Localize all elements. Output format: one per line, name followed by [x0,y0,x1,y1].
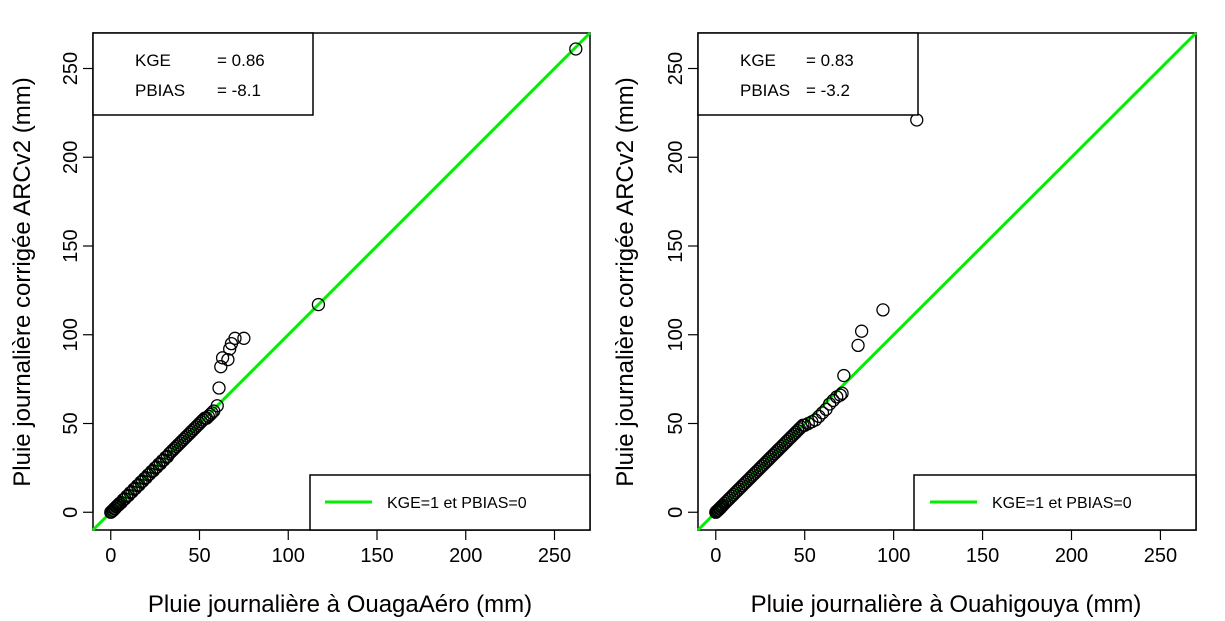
y-tick-label: 0 [665,507,687,518]
data-point [311,297,326,312]
x-tick-label: 50 [188,545,210,567]
data-point [851,338,865,353]
x-tick-label: 100 [877,545,910,567]
data-point [910,113,924,127]
y-tick-label: 250 [665,52,687,85]
legend: KGE=1 et PBIAS=0 [309,474,591,531]
data-point [223,342,237,356]
pbias-label: PBIAS [135,81,185,100]
data-point [837,368,851,383]
legend-label: KGE=1 et PBIAS=0 [387,495,527,512]
y-tick-label: 0 [60,507,82,518]
x-tick-label: 150 [966,545,999,567]
stats-box: KGE = 0.83 PBIAS = -3.2 [697,32,919,116]
kge-value: = 0.83 [806,51,854,70]
x-axis-label: Pluie journalière à OuagaAéro (mm) [148,591,532,618]
data-point [808,413,823,427]
x-axis-label: Pluie journalière à Ouahigouya (mm) [751,591,1142,618]
x-tick-label: 200 [449,545,482,567]
legend-label: KGE=1 et PBIAS=0 [992,495,1132,512]
y-tick-label: 200 [665,141,687,174]
x-tick-label: 250 [538,545,571,567]
data-point [876,303,890,317]
data-point [221,352,235,367]
x-tick-label: 0 [710,545,721,567]
x-tick-label: 0 [105,545,116,567]
kge-value: = 0.86 [217,51,265,70]
y-tick-label: 100 [665,318,687,351]
data-point [812,409,826,424]
data-point [835,386,849,400]
y-tick-label: 50 [60,412,82,434]
x-tick-label: 150 [360,545,393,567]
x-tick-label: 200 [1055,545,1088,567]
data-point [215,351,230,365]
chart-panel-ouahigouya: 0 50 100 150 200 250 0 50 100 150 200 250 KGE = 0.… [612,31,1198,618]
y-axis-label: Pluie journalière corrigée ARCv2 (mm) [9,77,36,486]
pbias-value: = -3.2 [806,81,850,100]
data-point [815,406,830,420]
pbias-label: PBIAS [740,81,790,100]
data-point [212,381,226,395]
stats-box: KGE = 0.86 PBIAS = -8.1 [92,32,314,116]
data-point [228,331,242,345]
y-tick-label: 100 [60,318,82,351]
chart-panel-ouagaaero: 0 50 100 150 200 250 0 50 100 150 200 250 KGE = 0.… [9,31,592,618]
x-tick-label: 50 [794,545,816,567]
data-point [203,407,217,422]
legend: KGE=1 et PBIAS=0 [913,474,1197,531]
y-tick-label: 50 [665,412,687,434]
x-tick-label: 100 [272,545,305,567]
data-point [822,397,837,411]
x-tick-label: 250 [1144,545,1177,567]
data-point [210,399,224,413]
kge-label: KGE [740,51,776,70]
y-tick-label: 150 [60,229,82,262]
data-point [214,360,228,374]
kge-label: KGE [135,51,171,70]
y-axis-label: Pluie journalière corrigée ARCv2 (mm) [612,77,639,486]
y-tick-label: 150 [665,229,687,262]
data-point [569,42,583,56]
y-tick-label: 200 [60,141,82,174]
data-point [237,331,251,345]
pbias-value: = -8.1 [217,81,261,100]
data-point [833,388,847,402]
y-tick-label: 250 [60,52,82,85]
data-point [854,324,869,338]
